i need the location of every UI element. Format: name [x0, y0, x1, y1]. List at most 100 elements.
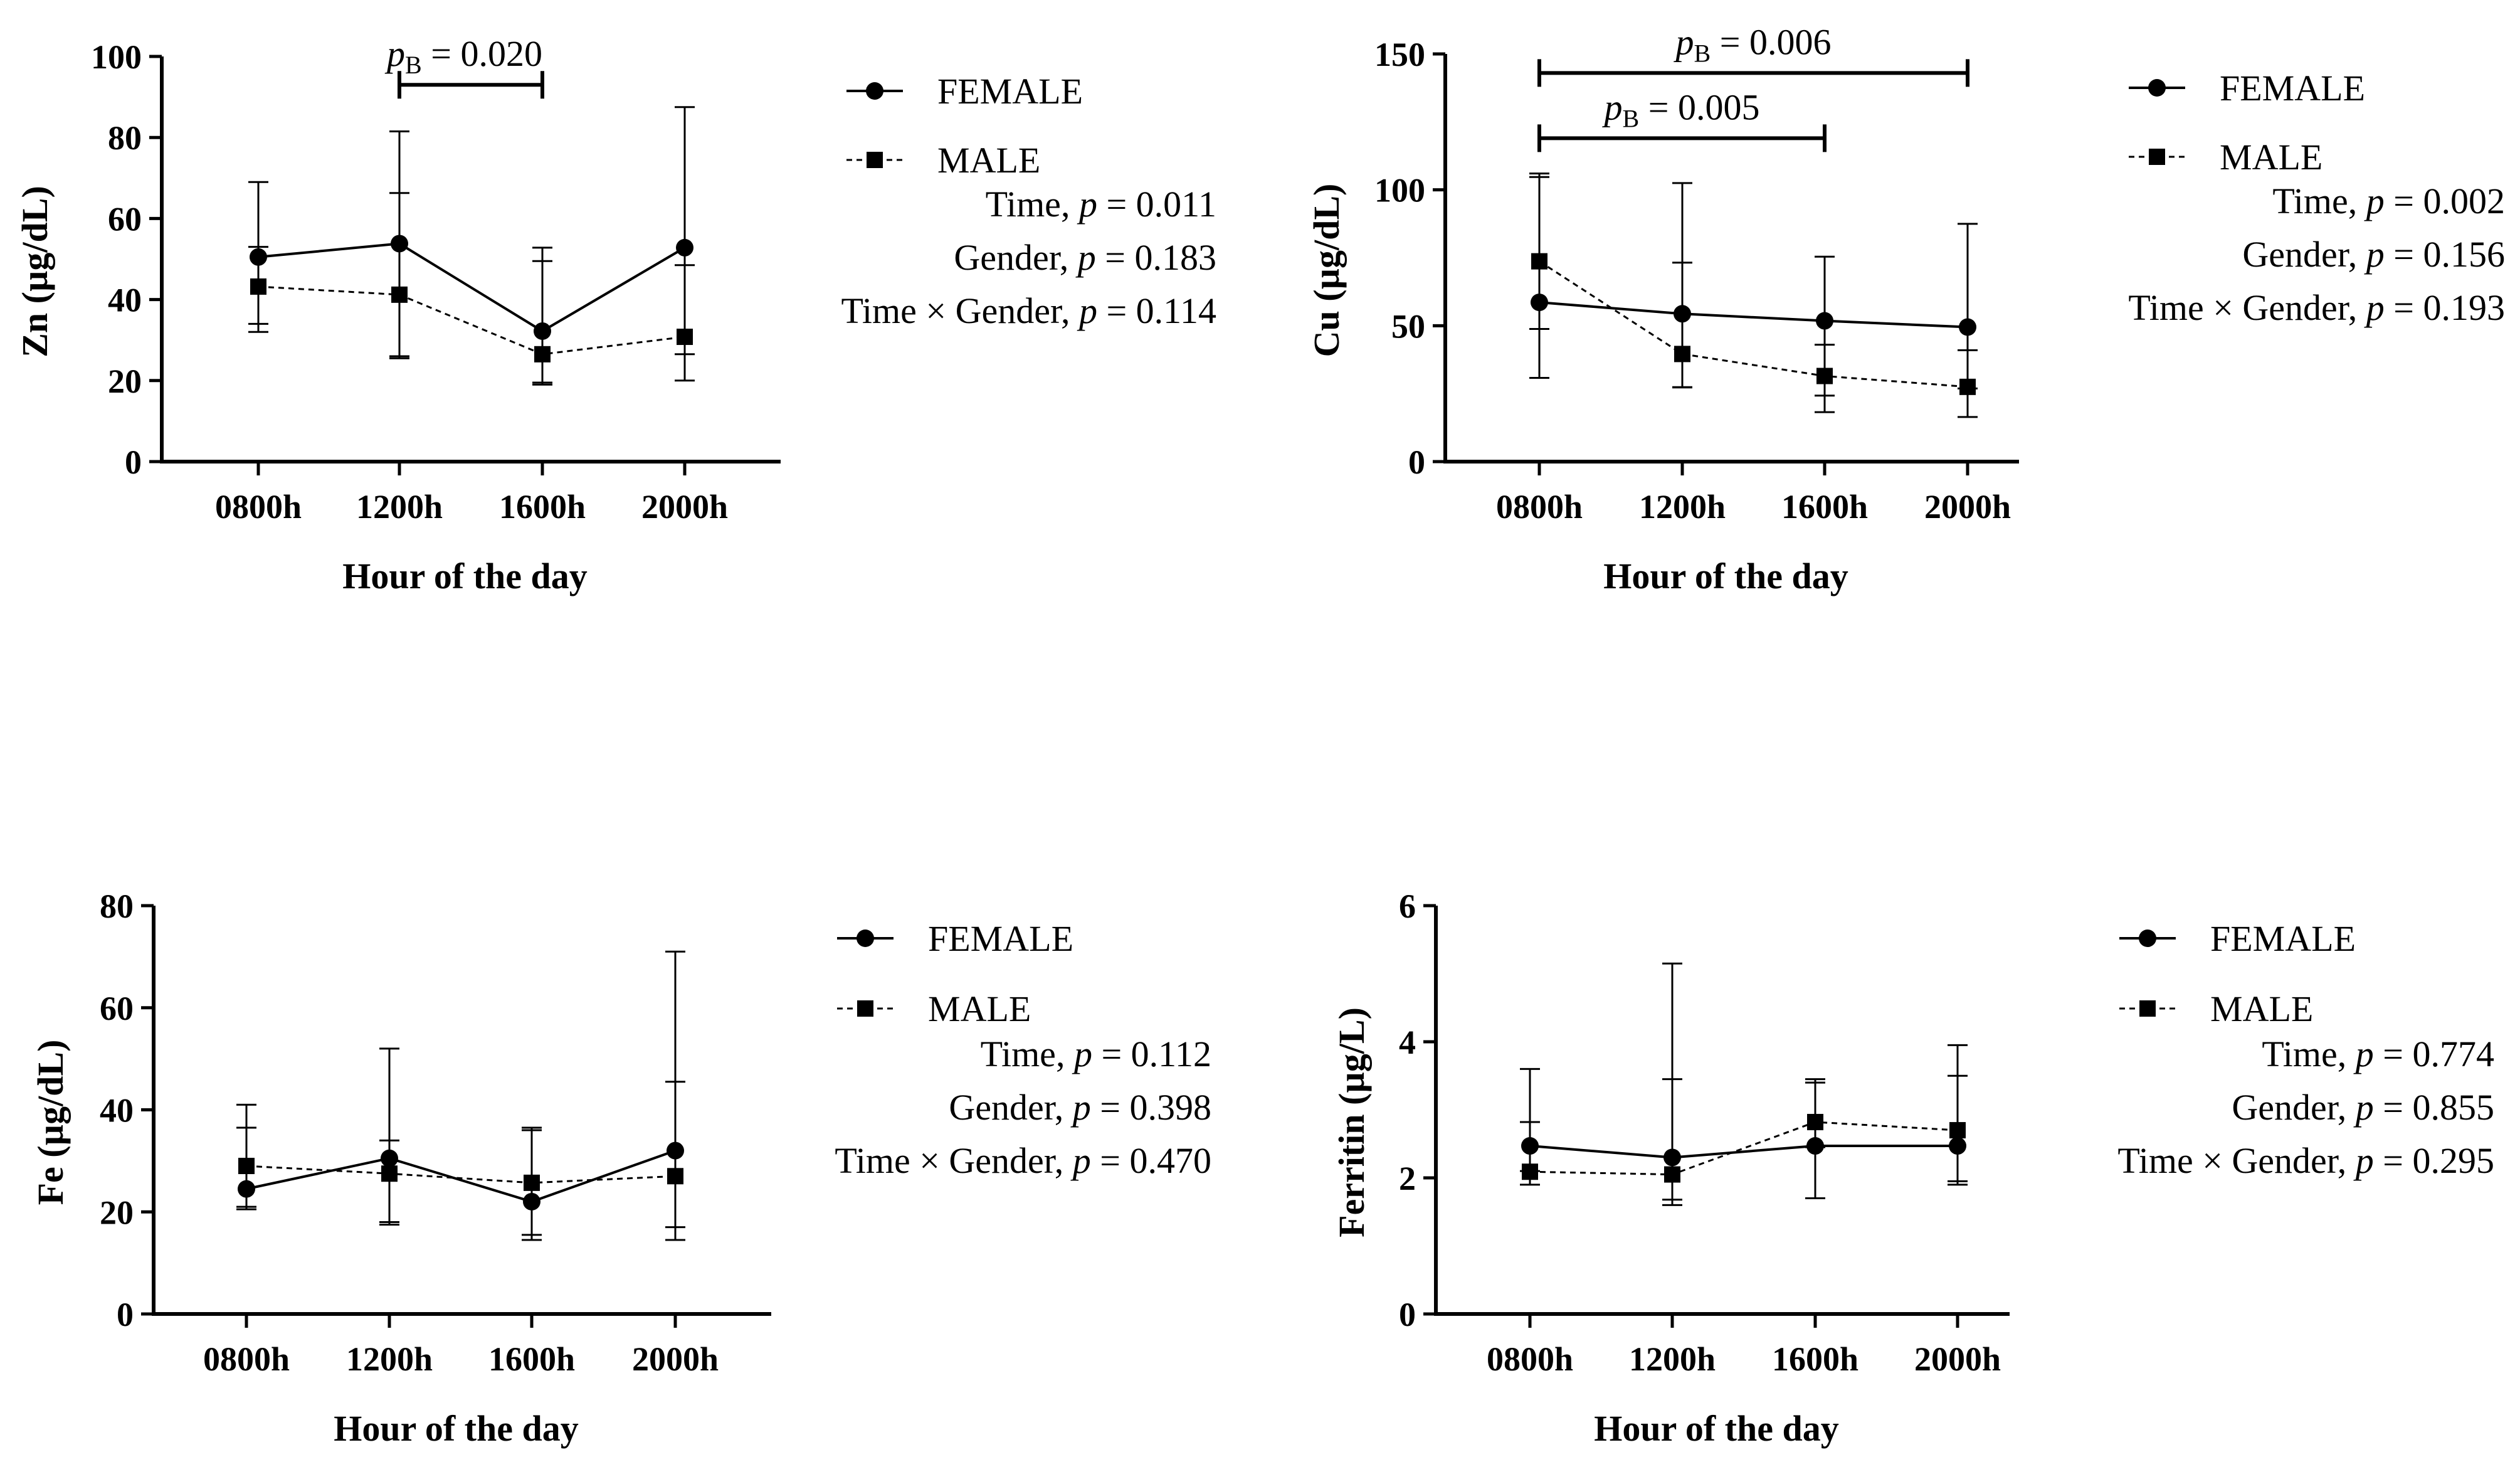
legend-marker-square — [867, 152, 883, 168]
bracket-label: pB = 0.020 — [384, 33, 542, 79]
data-point-square — [1816, 368, 1833, 384]
stat-label: Gender — [2242, 234, 2349, 275]
stat-label: Time × Gender — [2117, 1140, 2338, 1181]
series-line — [1529, 1121, 1958, 1176]
legend-item-male: MALE — [846, 140, 1040, 181]
stat-line: Gender, p = 0.398 — [949, 1087, 1211, 1128]
stat-label: Gender — [954, 237, 1060, 278]
series-male — [1520, 1044, 1968, 1201]
stat-p-value: = 0.002 — [2385, 181, 2505, 221]
x-tick-label: 0800h — [203, 1340, 290, 1378]
y-tick-label: 100 — [1374, 172, 1425, 209]
stat-separator: , — [2338, 1034, 2356, 1074]
stat-label: Time — [2262, 1034, 2337, 1074]
series-female — [1529, 172, 1978, 397]
stat-p-symbol: p — [1070, 1087, 1091, 1128]
bracket-p-value: = 0.005 — [1639, 87, 1759, 127]
legend-marker-square — [2139, 1000, 2156, 1017]
bracket-p-subscript: B — [1623, 104, 1640, 132]
y-tick-label: 60 — [100, 990, 134, 1027]
legend-item-female: FEMALE — [2129, 68, 2365, 109]
stat-line: Time, p = 0.774 — [2262, 1034, 2494, 1074]
data-point-square — [1807, 1114, 1823, 1131]
stat-line: Time × Gender, p = 0.295 — [2117, 1140, 2494, 1181]
y-tick-label: 150 — [1374, 36, 1425, 73]
series-line — [258, 242, 686, 333]
series-line — [1539, 301, 1968, 329]
stat-separator: , — [2338, 1140, 2356, 1181]
x-tick-label: 1600h — [1781, 488, 1868, 526]
y-tick-label: 60 — [108, 200, 142, 238]
stat-line: Gender, p = 0.855 — [2232, 1087, 2494, 1128]
y-tick-label: 0 — [125, 443, 142, 481]
legend-marker-circle — [2148, 79, 2166, 97]
bracket-p-symbol: p — [1674, 21, 1694, 62]
y-tick-label: 0 — [1408, 443, 1425, 481]
stat-separator: , — [1061, 290, 1079, 331]
legend-label: FEMALE — [928, 918, 1073, 959]
stat-p-symbol: p — [1077, 184, 1097, 225]
stat-p-symbol: p — [1075, 237, 1096, 278]
x-axis-title: Hour of the day — [1603, 556, 1848, 596]
bracket-p-subscript: B — [405, 51, 422, 79]
y-tick-label: 100 — [91, 38, 142, 76]
x-tick-label: 1600h — [499, 488, 586, 526]
legend-item-female: FEMALE — [846, 71, 1083, 112]
y-axis-title: Fe (µg/dL) — [30, 1040, 71, 1205]
bracket-p-subscript: B — [1694, 39, 1711, 67]
stat-p-value: = 0.011 — [1097, 184, 1216, 225]
stat-separator: , — [2338, 1087, 2356, 1128]
stat-p-symbol: p — [2364, 287, 2385, 328]
y-axis-title: Zn (µg/dL) — [14, 186, 55, 357]
x-tick-label: 0800h — [215, 488, 302, 526]
x-axis-title: Hour of the day — [334, 1408, 578, 1449]
legend-item-female: FEMALE — [837, 918, 1073, 959]
stat-label: Time — [986, 184, 1061, 225]
y-tick-label: 50 — [1391, 307, 1425, 345]
data-point-square — [391, 286, 408, 303]
stat-separator: , — [2348, 234, 2366, 275]
legend-marker-circle — [866, 82, 883, 100]
data-point-square — [677, 329, 693, 346]
data-point-square — [1522, 1163, 1538, 1180]
stat-p-value: = 0.398 — [1091, 1087, 1211, 1128]
y-axis-title: Cu (µg/dL) — [1306, 184, 1347, 357]
data-point-square — [667, 1168, 683, 1185]
significance-bracket: pB = 0.005 — [1537, 87, 1827, 152]
chart-panel-3: 0 20 40 60 80 0800h 1200h 1600h 2000h Hour of the… — [30, 887, 1211, 1449]
stat-p-value: = 0.295 — [2374, 1140, 2494, 1181]
series-line — [246, 1149, 676, 1204]
chart-panel-4: 0 2 4 6 0800h 1200h 1600h 2000h Hour of the day F… — [1331, 887, 2494, 1449]
stat-line: Time, p = 0.112 — [981, 1034, 1211, 1074]
data-point-square — [1959, 378, 1976, 395]
legend-label: FEMALE — [2220, 68, 2365, 109]
stat-p-value: = 0.114 — [1097, 290, 1216, 331]
y-tick-label: 0 — [117, 1296, 134, 1333]
stat-separator: , — [2348, 287, 2366, 328]
data-point-square — [381, 1165, 398, 1182]
series-line — [1539, 260, 1968, 388]
data-point-circle — [1816, 312, 1833, 330]
stat-line: Time, p = 0.011 — [986, 184, 1216, 225]
legend-marker-circle — [857, 929, 874, 947]
bracket-label: pB = 0.006 — [1674, 21, 1832, 67]
data-point-circle — [676, 238, 693, 257]
stat-line: Gender, p = 0.156 — [2242, 234, 2505, 275]
stat-separator: , — [1055, 1140, 1073, 1181]
stat-line: Gender, p = 0.183 — [954, 237, 1216, 278]
data-point-square — [534, 346, 551, 363]
x-axis-title: Hour of the day — [1594, 1408, 1838, 1449]
data-point-square — [1949, 1122, 1966, 1139]
stat-separator: , — [2348, 181, 2366, 221]
significance-bracket: pB = 0.020 — [384, 33, 544, 99]
y-tick-label: 80 — [100, 887, 134, 925]
data-point-square — [238, 1158, 255, 1175]
stat-p-symbol: p — [1077, 290, 1097, 331]
stat-label: Gender — [949, 1087, 1055, 1128]
stat-p-value: = 0.112 — [1092, 1034, 1211, 1074]
legend-item-female: FEMALE — [2119, 918, 2356, 959]
stat-p-value: = 0.470 — [1091, 1140, 1211, 1181]
legend-item-male: MALE — [2129, 137, 2322, 177]
stat-p-symbol: p — [2353, 1087, 2374, 1128]
